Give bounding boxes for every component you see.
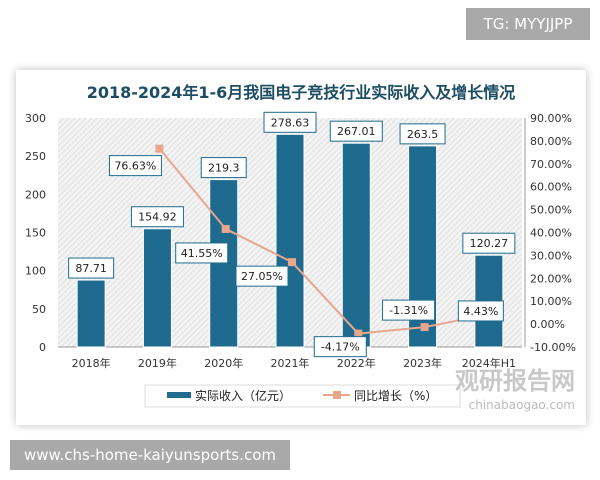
right-tick-label: -10.00% bbox=[530, 341, 576, 354]
right-tick-label: 0.00% bbox=[530, 318, 565, 331]
line-label-box bbox=[382, 299, 436, 321]
line-label-box bbox=[235, 265, 289, 287]
right-tick-label: 90.00% bbox=[530, 112, 572, 125]
right-tick-label: 20.00% bbox=[530, 272, 572, 285]
bar-data-label: 278.63 bbox=[271, 116, 310, 129]
line-data-label: 4.43% bbox=[463, 305, 498, 318]
line-data-label: -4.17% bbox=[321, 341, 360, 354]
line-label-box bbox=[108, 155, 162, 177]
bar-label-box bbox=[329, 120, 383, 142]
bar-data-label: 87.71 bbox=[75, 262, 107, 275]
line-data-label: -1.31% bbox=[389, 304, 428, 317]
bar-label-box bbox=[200, 157, 247, 179]
x-tick-label: 2022年 bbox=[337, 356, 376, 370]
tg-overlay-label: TG: MYYJJPP bbox=[466, 8, 590, 40]
legend-line-marker bbox=[333, 391, 341, 399]
bar-2019年 bbox=[142, 228, 172, 348]
left-tick-label: 200 bbox=[25, 188, 46, 201]
legend bbox=[144, 384, 461, 408]
left-tick-label: 50 bbox=[32, 303, 46, 316]
right-tick-label: 10.00% bbox=[530, 295, 572, 308]
left-tick-label: 0 bbox=[39, 341, 46, 354]
bar-label-box bbox=[399, 123, 446, 145]
left-tick-label: 250 bbox=[25, 150, 46, 163]
bar-2021年 bbox=[275, 133, 305, 348]
x-tick-label: 2023年 bbox=[403, 356, 442, 370]
bar-2018年 bbox=[76, 279, 106, 348]
right-tick-label: 70.00% bbox=[530, 158, 572, 171]
right-tick-label: 60.00% bbox=[530, 181, 572, 194]
growth-marker-2022年 bbox=[354, 329, 363, 338]
bar-label-box bbox=[462, 232, 516, 254]
bar-data-label: 154.92 bbox=[138, 211, 177, 224]
right-tick-label: 30.00% bbox=[530, 249, 572, 262]
bar-label-box bbox=[68, 257, 115, 279]
growth-marker-2019年 bbox=[155, 144, 164, 153]
chart-title: 2018-2024年1-6月我国电子竞技行业实际收入及增长情况 bbox=[87, 83, 516, 102]
watermark-en: chinabaogao.com bbox=[469, 398, 575, 412]
x-tick-label: 2021年 bbox=[271, 356, 310, 370]
watermark-cn: 观研报告网 bbox=[455, 367, 575, 395]
growth-marker-2021年 bbox=[288, 258, 296, 267]
line-label-box bbox=[175, 242, 229, 264]
bar-data-label: 263.5 bbox=[407, 128, 439, 141]
legend-bar-swatch bbox=[167, 392, 191, 398]
url-overlay-label: www.chs-home-kaiyunsports.com bbox=[10, 440, 290, 470]
line-label-box bbox=[457, 300, 504, 322]
right-tick-label: 40.00% bbox=[530, 227, 572, 240]
bar-2022年 bbox=[341, 142, 371, 348]
line-data-label: 41.55% bbox=[181, 247, 223, 260]
x-tick-label: 2019年 bbox=[138, 356, 177, 370]
line-data-label: 76.63% bbox=[114, 160, 156, 173]
line-data-label: 27.05% bbox=[241, 270, 283, 283]
right-tick-label: 80.00% bbox=[530, 135, 572, 148]
bar-data-label: 219.3 bbox=[208, 162, 240, 175]
line-label-box bbox=[313, 336, 367, 358]
left-tick-label: 150 bbox=[25, 227, 46, 240]
bar-data-label: 267.01 bbox=[337, 125, 376, 138]
x-tick-label: 2018年 bbox=[72, 356, 111, 370]
legend-bar-label: 实际收入（亿元） bbox=[195, 388, 291, 403]
right-tick-label: 50.00% bbox=[530, 204, 572, 217]
left-tick-label: 300 bbox=[25, 112, 46, 125]
growth-line bbox=[158, 147, 492, 335]
growth-marker-2020年 bbox=[221, 224, 230, 233]
left-tick-label: 100 bbox=[25, 265, 46, 278]
bar-label-box bbox=[263, 111, 317, 133]
legend-line-label: 同比增长（%） bbox=[354, 389, 437, 403]
x-tick-label: 2020年 bbox=[204, 356, 243, 370]
bar-data-label: 120.27 bbox=[470, 237, 509, 250]
bar-label-box bbox=[130, 206, 184, 228]
x-tick-label: 2024年H1 bbox=[462, 356, 516, 370]
growth-marker-2023年 bbox=[420, 323, 429, 332]
